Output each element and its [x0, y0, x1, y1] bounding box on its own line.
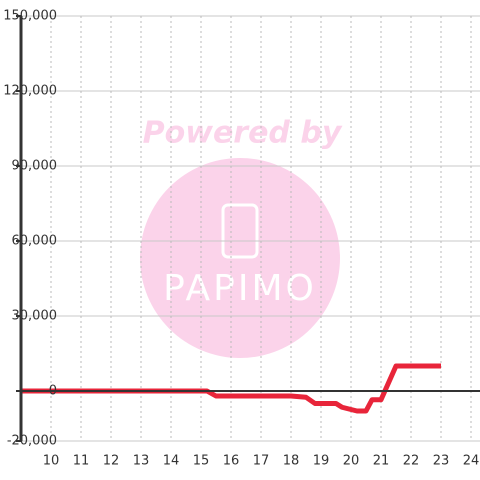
- x-tick-label: 14: [163, 454, 180, 469]
- watermark-icon: [221, 203, 259, 259]
- x-tick-label: 21: [373, 454, 390, 469]
- x-tick-label: 24: [463, 454, 480, 469]
- x-tick-label: 22: [403, 454, 420, 469]
- x-tick-label: 19: [313, 454, 330, 469]
- y-tick-label: 90,000: [12, 159, 58, 174]
- x-tick-label: 23: [433, 454, 450, 469]
- x-tick-label: 18: [283, 454, 300, 469]
- x-tick-label: 15: [193, 454, 210, 469]
- x-tick-label: 17: [253, 454, 270, 469]
- y-tick-label: 60,000: [12, 234, 58, 249]
- y-tick-label: 150,000: [3, 9, 57, 24]
- watermark-logo: PAPIMO: [163, 268, 317, 309]
- x-tick-label: 20: [343, 454, 360, 469]
- x-tick-label: 11: [73, 454, 90, 469]
- y-tick-label: 30,000: [12, 309, 58, 324]
- y-tick-label: 120,000: [3, 84, 57, 99]
- x-tick-label: 16: [223, 454, 240, 469]
- y-tick-label: -20,000: [7, 434, 57, 449]
- x-tick-label: 10: [43, 454, 60, 469]
- data-line: [21, 363, 441, 414]
- watermark-text: Powered by: [143, 116, 343, 151]
- x-tick-label: 12: [103, 454, 120, 469]
- x-tick-label: 13: [133, 454, 150, 469]
